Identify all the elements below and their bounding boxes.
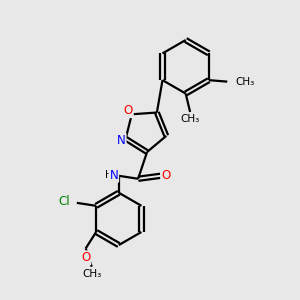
Text: CH₃: CH₃ [82, 269, 101, 279]
Text: H: H [104, 170, 112, 180]
Text: O: O [81, 251, 90, 264]
Text: N: N [110, 169, 118, 182]
Text: CH₃: CH₃ [181, 114, 200, 124]
Text: N: N [117, 134, 126, 147]
Text: O: O [161, 169, 170, 182]
Text: CH₃: CH₃ [236, 76, 255, 87]
Text: Cl: Cl [59, 195, 70, 208]
Text: O: O [124, 104, 133, 117]
